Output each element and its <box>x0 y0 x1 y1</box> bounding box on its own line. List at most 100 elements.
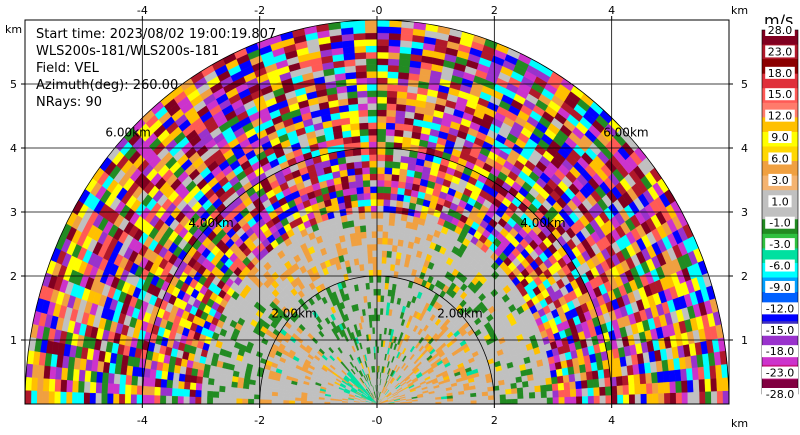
velocity-cell <box>539 377 547 386</box>
velocity-cell <box>365 224 372 232</box>
velocity-cell <box>368 147 378 155</box>
velocity-cell <box>699 391 706 404</box>
velocity-cell <box>393 129 404 137</box>
velocity-cell <box>118 384 126 395</box>
velocity-cell <box>354 167 363 176</box>
velocity-cell <box>142 376 150 387</box>
velocity-cell <box>675 380 683 393</box>
velocity-cell <box>355 71 367 79</box>
velocity-cell <box>395 103 407 112</box>
velocity-cell <box>124 384 132 395</box>
velocity-cell <box>365 58 378 66</box>
velocity-cell <box>563 381 571 390</box>
velocity-cell <box>95 382 103 394</box>
velocity-cell <box>395 110 406 118</box>
velocity-cell <box>371 237 378 245</box>
velocity-cell <box>487 394 495 401</box>
velocity-cell <box>385 256 392 265</box>
velocity-cell <box>604 385 612 396</box>
velocity-cell <box>373 301 378 309</box>
velocity-cell <box>366 96 378 104</box>
velocity-cell <box>617 394 624 404</box>
velocity-cell <box>367 128 378 136</box>
velocity-cell <box>376 192 385 200</box>
velocity-cell <box>693 391 700 404</box>
velocity-cell <box>344 71 357 80</box>
velocity-cell <box>113 373 121 385</box>
velocity-cell <box>148 386 155 396</box>
velocity-cell <box>372 262 378 270</box>
velocity-cell <box>615 375 624 386</box>
velocity-cell <box>552 389 560 398</box>
velocity-cell <box>687 391 695 404</box>
velocity-cell <box>159 387 167 397</box>
velocity-cell <box>206 397 214 404</box>
velocity-cell <box>235 398 243 404</box>
velocity-cell <box>392 231 400 240</box>
velocity-cell <box>253 394 261 400</box>
velocity-cell <box>397 180 406 189</box>
velocity-cell <box>312 401 319 404</box>
velocity-cell <box>650 371 659 384</box>
velocity-cell <box>130 394 137 404</box>
velocity-cell <box>499 393 507 400</box>
velocity-cell <box>611 394 618 404</box>
velocity-cell <box>365 45 378 53</box>
velocity-cell <box>367 109 378 117</box>
velocity-cell <box>523 392 530 399</box>
velocity-cell <box>101 372 109 384</box>
velocity-cell <box>380 275 386 283</box>
velocity-cell <box>306 401 313 404</box>
velocity-cell <box>387 224 395 233</box>
velocity-cell <box>685 367 694 381</box>
velocity-cell <box>373 307 378 315</box>
velocity-cell <box>376 224 383 232</box>
velocity-cell <box>398 226 406 235</box>
velocity-cell <box>348 180 357 189</box>
velocity-cell <box>376 237 383 245</box>
velocity-cell <box>394 116 405 125</box>
velocity-cell <box>558 389 565 398</box>
velocity-cell <box>171 395 178 404</box>
velocity-cell <box>282 400 290 404</box>
velocity-cell <box>212 391 220 399</box>
velocity-cell <box>288 393 296 398</box>
velocity-cell <box>633 373 641 385</box>
velocity-cell <box>386 250 392 258</box>
velocity-cell <box>628 393 636 404</box>
velocity-cell <box>77 392 85 404</box>
velocity-cell <box>373 314 378 322</box>
velocity-cell <box>288 400 296 404</box>
velocity-cell <box>488 399 495 404</box>
velocity-cell <box>352 148 362 157</box>
velocity-cell <box>194 396 202 404</box>
velocity-cell <box>350 200 359 208</box>
velocity-cell <box>259 394 267 401</box>
velocity-cell <box>60 367 69 381</box>
velocity-cell <box>370 218 378 226</box>
velocity-cell <box>371 250 378 258</box>
velocity-cell <box>171 388 179 397</box>
velocity-cell <box>367 256 373 264</box>
velocity-cell <box>545 377 553 385</box>
velocity-cell <box>349 193 358 202</box>
velocity-cell <box>54 379 62 393</box>
velocity-cell <box>393 225 401 234</box>
velocity-cell <box>71 392 79 404</box>
velocity-cell <box>593 395 601 404</box>
velocity-cell <box>458 397 466 402</box>
velocity-cell <box>236 382 244 389</box>
velocity-cell <box>384 147 394 156</box>
velocity-cell <box>385 263 391 271</box>
velocity-cell <box>357 199 365 207</box>
velocity-cell <box>351 206 359 215</box>
velocity-cell <box>376 58 389 66</box>
velocity-cell <box>362 256 369 265</box>
velocity-cell <box>65 391 73 404</box>
velocity-cell <box>212 397 219 404</box>
velocity-cell <box>363 192 371 200</box>
velocity-cell <box>376 147 386 155</box>
velocity-cell <box>587 395 595 404</box>
velocity-cell <box>580 371 588 381</box>
velocity-cell <box>562 374 570 383</box>
